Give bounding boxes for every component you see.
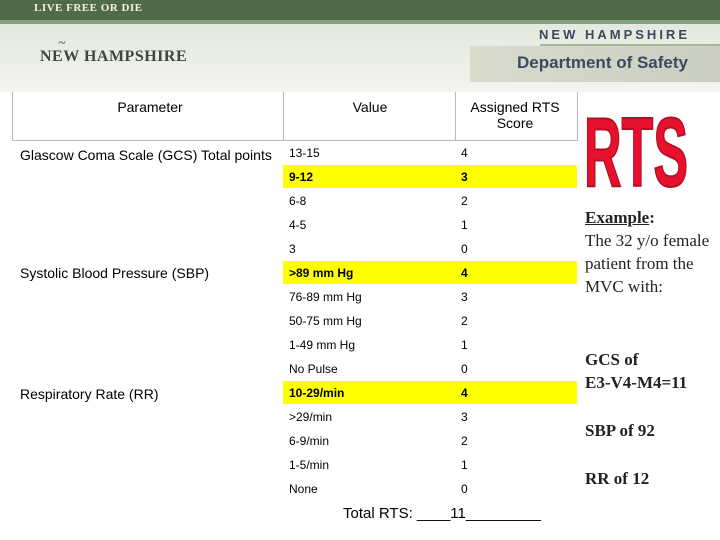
department-bar	[470, 46, 720, 82]
column-header-parameter: Parameter	[117, 99, 183, 115]
sbp-note: SBP of 92	[585, 421, 655, 440]
example-note: Example: The 32 y/o female patient from …	[585, 206, 715, 298]
table-row: 1-49 mm Hg 1	[283, 333, 577, 357]
example-colon: :	[649, 208, 655, 227]
score-cell: 4	[461, 146, 468, 160]
parameter-gcs: Glascow Coma Scale (GCS) Total points	[20, 147, 272, 163]
score-cell: 1	[461, 458, 468, 472]
score-cell: 1	[461, 338, 468, 352]
value-cell: 6-9/min	[289, 434, 330, 448]
header-top-band	[0, 0, 720, 20]
table-row: 6-9/min 2	[283, 429, 577, 453]
state-title: NEW HAMPSHIRE	[539, 27, 690, 42]
value-cell: 13-15	[289, 146, 320, 160]
value-cell: 1-49 mm Hg	[289, 338, 356, 352]
example-label: Example	[585, 208, 650, 227]
value-cell: 6-8	[289, 194, 307, 208]
column-divider-2	[455, 92, 456, 140]
value-cell: >29/min	[289, 410, 333, 424]
department-title: Department of Safety	[517, 53, 688, 72]
parameter-sbp: Systolic Blood Pressure (SBP)	[20, 265, 210, 281]
score-cell: 0	[461, 242, 468, 256]
table-row: None 0	[283, 477, 577, 501]
score-cell: 4	[461, 266, 468, 280]
gcs-note: GCS of E3-V4-M4=11	[585, 348, 720, 394]
table-row-highlighted: 9-12 3	[283, 165, 577, 189]
rts-logo-text: RTS	[584, 97, 688, 194]
state-motto: LIVE FREE OR DIE	[34, 2, 143, 14]
table-row: 76-89 mm Hg 3	[283, 285, 577, 309]
value-cell: No Pulse	[289, 362, 338, 376]
rr-note: RR of 12	[585, 469, 650, 488]
score-cell: 3	[461, 410, 468, 424]
header-divider	[12, 140, 578, 141]
column-header-value: Value	[352, 99, 388, 115]
table-row: No Pulse 0	[283, 357, 577, 381]
gcs-line2: E3-V4-M4=11	[585, 373, 688, 392]
score-cell: 2	[461, 194, 468, 208]
value-cell: 9-12	[289, 170, 314, 184]
table-row: 13-15 4	[283, 141, 577, 165]
column-divider-1	[283, 92, 284, 140]
table-row-highlighted: >89 mm Hg 4	[283, 261, 577, 285]
header-accent-band	[0, 20, 720, 24]
column-header-score: Assigned RTS Score	[470, 99, 560, 131]
value-cell: 4-5	[289, 218, 307, 232]
header-rule	[540, 44, 720, 46]
value-cell: 1-5/min	[289, 458, 330, 472]
value-cell: 10-29/min	[289, 386, 345, 400]
parameter-rr: Respiratory Rate (RR)	[20, 386, 159, 402]
state-logo-mark: ~	[58, 36, 66, 51]
score-cell: 1	[461, 218, 468, 232]
table-row: 4-5 1	[283, 213, 577, 237]
table-row: 50-75 mm Hg 2	[283, 309, 577, 333]
table-row: 6-8 2	[283, 189, 577, 213]
table-row: 1-5/min 1	[283, 453, 577, 477]
value-cell: 76-89 mm Hg	[289, 290, 362, 304]
table-right-edge	[577, 92, 578, 140]
gcs-line1: GCS of	[585, 350, 639, 369]
value-cell: >89 mm Hg	[289, 266, 354, 280]
score-cell: 4	[461, 386, 468, 400]
table-left-edge	[12, 92, 13, 140]
score-cell: 0	[461, 362, 468, 376]
table-row: >29/min 3	[283, 405, 577, 429]
state-logo: NEW HAMPSHIRE	[40, 48, 188, 65]
value-cell: 50-75 mm Hg	[289, 314, 362, 328]
score-cell: 0	[461, 482, 468, 496]
total-rts: Total RTS: ____11_________	[343, 505, 541, 522]
score-cell: 3	[461, 290, 468, 304]
score-cell: 2	[461, 434, 468, 448]
table-row-highlighted: 10-29/min 4	[283, 381, 577, 405]
example-text: The 32 y/o female patient from the MVC w…	[585, 231, 710, 296]
rts-logo: RTS	[583, 96, 689, 194]
score-cell: 3	[461, 170, 468, 184]
value-cell: None	[289, 482, 318, 496]
score-cell: 2	[461, 314, 468, 328]
value-cell: 3	[289, 242, 296, 256]
header-banner: LIVE FREE OR DIE ~ NEW HAMPSHIRE NEW HAM…	[0, 0, 720, 92]
